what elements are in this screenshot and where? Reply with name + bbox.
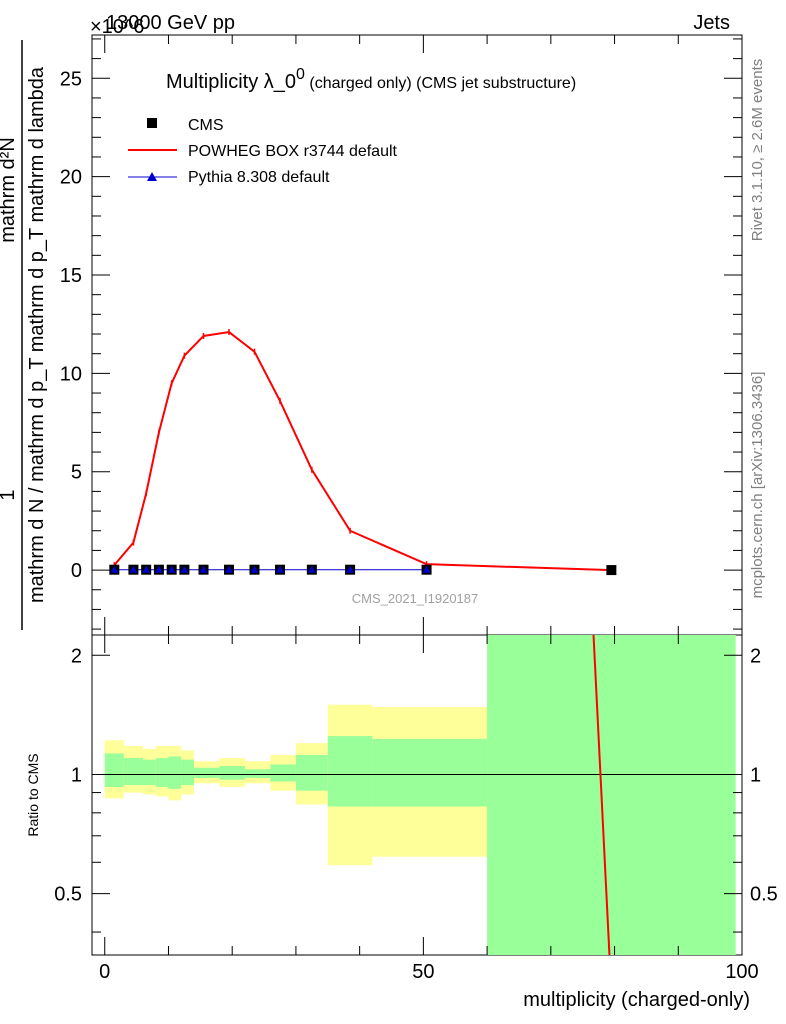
ratio-ytick-label-left: 2 (71, 645, 82, 667)
plot-title: Multiplicity λ_00 (charged only) (CMS je… (166, 66, 576, 93)
energy-label: 13000 GeV pp (106, 12, 235, 34)
pythia-point (346, 565, 355, 573)
legend: CMS POWHEG BOX r3744 default Pythia 8.30… (128, 117, 398, 186)
ratio-xlabel: multiplicity (charged-only) (523, 989, 750, 1011)
ratio-band-green-10 (295, 754, 328, 791)
exponent-label: ×10^6 (90, 16, 144, 38)
ratio-ytick-label-right: 0.5 (750, 884, 778, 906)
ratio-band-green-9 (270, 764, 296, 782)
plot-title-main: Multiplicity λ_0 (166, 71, 296, 93)
ylabel-numerator-right: mathrm d²N (0, 137, 19, 243)
ratio-band-green-8 (244, 769, 271, 778)
main-ytick-label: 5 (71, 462, 82, 484)
ratio-band-green-5 (181, 759, 194, 786)
ylabel-numerator: 1 (0, 489, 19, 500)
ratio-xtick-label: 100 (725, 961, 758, 983)
pythia-point (110, 565, 119, 573)
main-ytick-label: 0 (71, 560, 82, 582)
main-ytick-label: 10 (60, 363, 82, 385)
main-ytick-label: 20 (60, 167, 82, 189)
ratio-band-green-2 (142, 759, 156, 786)
pythia-point (180, 565, 189, 573)
cms-point (606, 565, 617, 576)
pythia-point (129, 565, 138, 573)
pythia-point (167, 565, 176, 573)
ratio-ytick-label-left: 0.5 (54, 884, 82, 906)
rivet-version-label: Rivet 3.1.10, ≥ 2.6M events (749, 59, 766, 242)
main-ytick-label: 25 (60, 68, 82, 90)
ratio-band-green-3 (155, 758, 169, 787)
ratio-plot-frame (91, 634, 743, 956)
ratio-uncertainty-bands (92, 635, 742, 955)
powheg-line (113, 330, 612, 572)
pythia-point (307, 565, 316, 573)
ratio-band-green-0 (104, 753, 124, 787)
ratio-axis-ticks: 0.5 0.5 1 1 2 2 0 50 100 (54, 635, 778, 983)
legend-cms-marker (147, 118, 157, 128)
pythia-point (250, 565, 259, 573)
ratio-ylabel: Ratio to CMS (25, 753, 41, 836)
ratio-ytick-label-right: 1 (750, 764, 761, 786)
pythia-point (199, 565, 208, 573)
ratio-xtick-label: 50 (412, 961, 434, 983)
ratio-band-green-6 (193, 767, 220, 778)
main-ylabel: 1 mathrm d N / mathrm d p_T mathrm d p_T… (0, 40, 48, 630)
ratio-band-green-1 (123, 758, 143, 786)
pythia-point (225, 565, 234, 573)
analysis-watermark: CMS_2021_I1920187 (352, 591, 479, 606)
ratio-band-green-11 (327, 736, 373, 807)
ratio-xtick-label: 0 (99, 961, 110, 983)
ratio-series-group (592, 634, 611, 956)
pythia-point (142, 565, 151, 573)
ratio-band-green-12 (372, 738, 488, 807)
legend-pythia-label: Pythia 8.308 default (188, 169, 330, 186)
legend-cms-label: CMS (188, 117, 224, 134)
mcplots-label: mcplots.cern.ch [arXiv:1306.3436] (749, 372, 766, 599)
main-series-group (109, 329, 617, 576)
main-axis-ticks: 0 5 10 15 20 25 (60, 35, 743, 635)
legend-powheg-label: POWHEG BOX r3744 default (188, 143, 398, 160)
pythia-point (154, 565, 163, 573)
pythia-point (275, 565, 284, 573)
ratio-ytick-label-left: 1 (71, 764, 82, 786)
main-ytick-label: 15 (60, 265, 82, 287)
legend-pythia-marker (147, 172, 157, 181)
ratio-band-green-13 (487, 635, 736, 955)
ratio-band-green-4 (168, 756, 182, 789)
pythia-point (422, 565, 431, 573)
ratio-band-green-7 (219, 766, 245, 780)
plot-title-rest: (charged only) (CMS jet substructure) (305, 75, 576, 92)
ratio-powheg-line (592, 634, 611, 956)
ylabel-denominator: mathrm d N / mathrm d p_T mathrm d p_T m… (26, 66, 48, 603)
jets-label: Jets (693, 12, 730, 34)
ratio-ytick-label-right: 2 (750, 645, 761, 667)
plot-title-superscript: 0 (296, 66, 305, 83)
